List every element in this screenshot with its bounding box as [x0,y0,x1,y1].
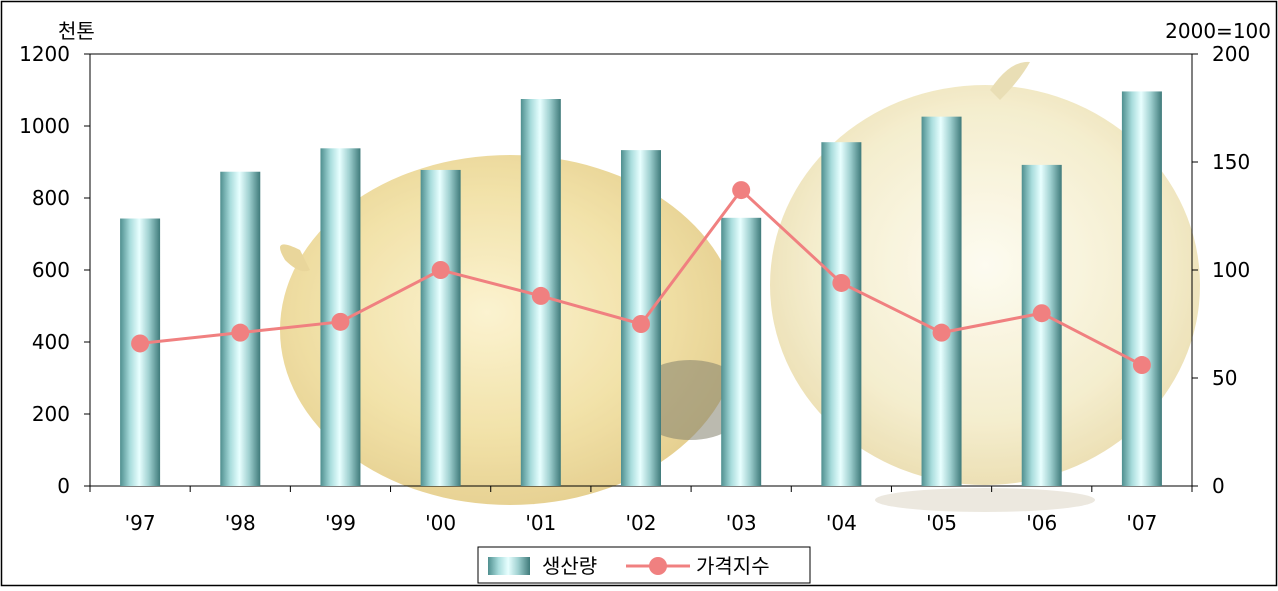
bar [721,217,762,487]
left-axis-tick-label: 200 [32,402,70,426]
x-axis-tick-label: '05 [926,511,957,535]
bar [420,169,461,487]
price-index-point [632,315,650,333]
x-axis-tick-label: '98 [225,511,256,535]
bar [1021,164,1062,486]
price-index-point [431,261,450,279]
price-index-point [932,323,951,342]
line-series [131,181,1151,375]
price-index-point [1032,304,1051,323]
price-index-point [732,181,751,200]
x-axis-tick-label: '07 [1126,511,1157,535]
legend: 생산량 가격지수 [477,546,811,584]
right-axis-tick-label: 100 [1212,258,1250,282]
x-axis-tick-label: '00 [425,511,456,535]
price-index-point [231,323,250,342]
x-axis-tick-label: '03 [726,511,757,535]
left-axis-tick-label: 800 [32,186,70,210]
right-axis-tick-label: 150 [1212,150,1250,174]
left-axis-tick-label: 0 [57,474,70,498]
legend-label-price-index: 가격지수 [696,554,770,578]
right-axis-tick-label: 200 [1212,42,1250,66]
price-index-point [531,286,550,305]
price-index-point [131,334,150,353]
bar [921,116,962,486]
bar [1121,91,1162,486]
left-axis-tick-label: 400 [32,330,70,354]
left-axis-tick-label: 1000 [19,114,70,138]
x-axis-tick-label: '99 [325,511,356,535]
left-axis-tick-label: 600 [32,258,70,282]
x-axis-tick-label: '01 [525,511,556,535]
left-axis-tick-label: 1200 [19,42,70,66]
right-axis-unit-label: 2000=100 [1165,19,1271,43]
price-index-point [331,312,350,331]
legend-label-production: 생산량 [542,554,597,578]
legend-bar-swatch [488,557,530,575]
x-axis-tick-label: '06 [1026,511,1057,535]
x-axis-tick-label: '97 [125,511,156,535]
right-axis-tick-label: 50 [1212,366,1237,390]
bar [821,142,862,486]
x-axis-tick-label: '04 [826,511,857,535]
price-index-point [1132,356,1151,375]
x-axis-tick-label: '02 [626,511,657,535]
left-axis-unit-label: 천톤 [58,19,95,43]
right-axis-tick-label: 0 [1212,474,1225,498]
legend-line-marker [649,557,667,575]
price-index-point [832,273,851,292]
axes: 0 200 400 600 800 1000 1200 0 50 100 150 200 천톤 2000=… [19,19,1271,535]
